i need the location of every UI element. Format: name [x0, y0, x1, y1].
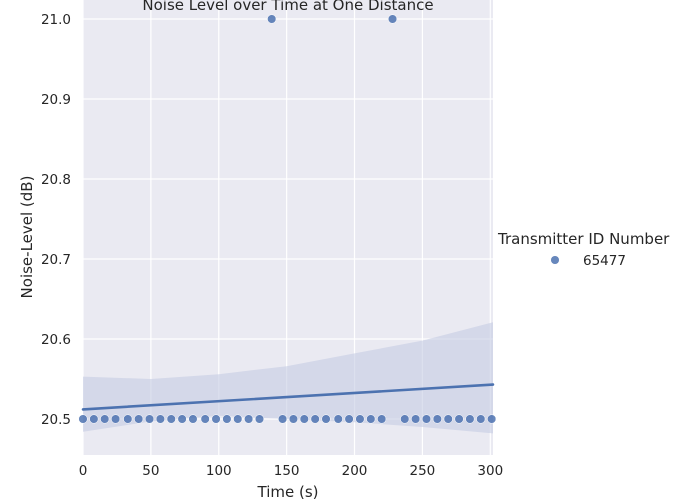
data-point	[333, 414, 343, 424]
regression-line	[81, 383, 495, 411]
data-point	[211, 414, 221, 424]
x-tick-labels: 0 50 100 150 200 250 300	[79, 463, 503, 479]
data-point	[134, 414, 144, 424]
data-point	[200, 414, 210, 424]
y-tick-label: 20.6	[41, 332, 71, 348]
data-point	[487, 414, 497, 424]
data-point	[123, 414, 133, 424]
data-point	[144, 414, 155, 424]
data-point	[321, 414, 331, 424]
x-tick-label: 100	[206, 463, 232, 479]
y-tick-label: 20.8	[41, 172, 71, 188]
data-point	[421, 414, 432, 424]
data-point	[377, 414, 387, 424]
data-point	[411, 414, 421, 424]
x-tick-label: 0	[79, 463, 88, 479]
data-point	[222, 414, 232, 424]
data-point	[111, 414, 121, 424]
data-point	[476, 414, 486, 424]
data-point	[155, 414, 165, 424]
data-point	[254, 414, 265, 424]
legend: Transmitter ID Number 65477	[497, 230, 670, 269]
x-tick-label: 50	[142, 463, 159, 479]
data-point	[355, 414, 365, 424]
data-point	[89, 414, 99, 424]
data-point	[188, 414, 198, 424]
data-points	[78, 14, 497, 424]
data-point	[299, 414, 309, 424]
x-tick-label: 150	[274, 463, 300, 479]
y-tick-label: 20.7	[41, 252, 71, 268]
data-point	[400, 414, 410, 424]
x-tick-label: 250	[410, 463, 436, 479]
legend-title: Transmitter ID Number	[497, 230, 670, 248]
y-axis-label: Noise-Level (dB)	[18, 176, 36, 299]
legend-marker	[550, 255, 560, 265]
data-point	[366, 414, 376, 424]
data-point	[465, 414, 475, 424]
data-point	[310, 414, 320, 424]
data-point	[233, 414, 243, 424]
data-point	[267, 14, 277, 24]
data-point	[288, 414, 298, 424]
y-tick-labels: 20.5 20.6 20.7 20.8 20.9 21.0	[41, 12, 71, 428]
x-axis-label: Time (s)	[257, 483, 319, 500]
data-point	[443, 414, 453, 424]
legend-entry-65477: 65477	[583, 253, 626, 269]
data-point	[454, 414, 464, 424]
chart-title: Noise Level over Time at One Distance	[142, 0, 433, 14]
data-point	[278, 414, 288, 424]
x-tick-label: 200	[342, 463, 368, 479]
data-point	[387, 14, 398, 24]
y-tick-label: 21.0	[41, 12, 71, 28]
data-point	[344, 414, 354, 424]
confidence-band	[83, 322, 493, 434]
data-point	[78, 414, 88, 424]
x-tick-label: 300	[477, 463, 503, 479]
data-point	[166, 414, 176, 424]
y-tick-label: 20.5	[41, 412, 71, 428]
data-point	[177, 414, 187, 424]
data-point	[100, 414, 110, 424]
y-tick-label: 20.9	[41, 92, 71, 108]
data-point	[244, 414, 254, 424]
data-point	[432, 414, 442, 424]
